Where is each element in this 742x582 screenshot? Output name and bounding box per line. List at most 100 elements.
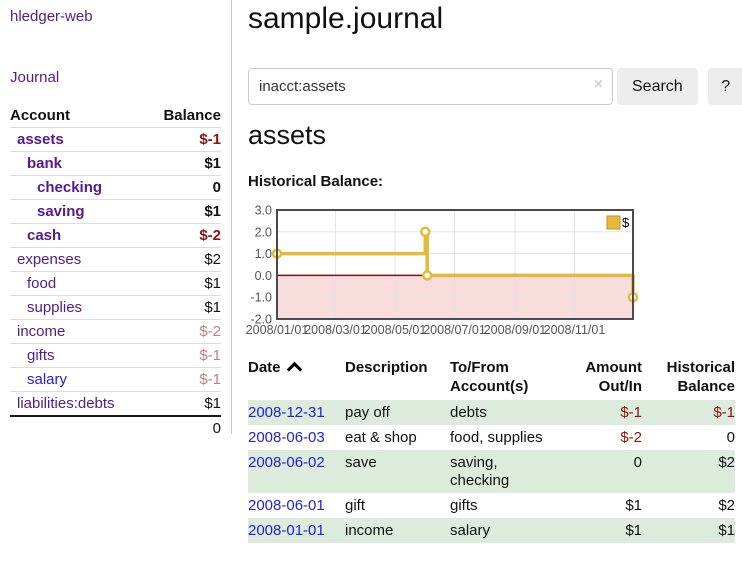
y-tick-label: 2.0 — [255, 225, 272, 239]
sidebar-account-link[interactable]: bank — [27, 155, 63, 172]
chart-svg: 3.0 2.0 1.0 0.0 -1.0 -2.02008/01/012008/03/01… — [246, 204, 639, 337]
accounts-total-row: 0 — [10, 415, 221, 440]
accounts-total-spacer — [10, 415, 147, 440]
transaction-description: pay off — [345, 404, 390, 421]
sidebar-account-link[interactable]: checking — [37, 179, 103, 196]
transaction-balance: $2 — [718, 454, 735, 471]
register-header-amount: Amount Out/In — [585, 359, 642, 395]
account-row: bank $1 — [10, 151, 221, 176]
sidebar-account-link[interactable]: liabilities:debts — [17, 395, 115, 412]
account-balance: $2 — [146, 247, 221, 272]
sidebar-account-link[interactable]: salary — [27, 371, 68, 388]
search-button[interactable]: Search — [617, 68, 698, 105]
help-button[interactable]: ? — [707, 68, 742, 105]
transaction-amount: $-1 — [620, 404, 642, 421]
account-row: supplies $1 — [10, 295, 221, 320]
chart-title: Historical Balance: — [248, 173, 384, 190]
register-header-accounts: To/From Account(s) — [450, 359, 529, 395]
account-row: expenses $2 — [10, 247, 221, 272]
account-heading: assets — [248, 120, 327, 150]
y-tick-label: -2.0 — [250, 313, 272, 327]
transaction-date-link[interactable]: 2008-12-31 — [248, 404, 325, 421]
historical-balance-chart[interactable]: 3.0 2.0 1.0 0.0 -1.0 -2.0 2008/01/01 2008/03/01… — [244, 197, 742, 349]
account-row: checking 0 — [10, 175, 221, 200]
sidebar-account-link[interactable]: assets — [17, 131, 64, 148]
account-row: salary $-1 — [10, 367, 221, 392]
transaction-accounts: gifts — [450, 497, 478, 514]
transaction-date-link[interactable]: 2008-06-02 — [248, 454, 325, 471]
search-input[interactable] — [248, 68, 613, 105]
sort-ascending-icon — [286, 361, 302, 378]
account-row: food $1 — [10, 271, 221, 296]
account-balance: 0 — [146, 175, 221, 200]
transaction-balance: $1 — [718, 522, 735, 539]
account-row: cash $-2 — [10, 223, 221, 248]
register-table: Date Description To/From Account(s) Amou… — [248, 356, 735, 543]
transaction-accounts: salary — [450, 522, 491, 539]
transaction-date-link[interactable]: 2008-01-01 — [248, 522, 325, 539]
register-row: 2008-06-01 gift gifts $1 $2 — [248, 493, 735, 518]
x-tick-label: 2008/07/01 — [423, 323, 486, 337]
transaction-date-link[interactable]: 2008-06-03 — [248, 425, 345, 450]
transaction-date-link[interactable]: 2008-01-01 — [248, 518, 345, 543]
accounts-header-account: Account — [10, 104, 147, 128]
sidebar-account-link[interactable]: supplies — [27, 299, 83, 316]
accounts-total-value: 0 — [146, 415, 221, 440]
transaction-accounts: saving, checking — [450, 454, 510, 489]
transaction-date-link[interactable]: 2008-06-01 — [248, 493, 345, 518]
sidebar-account-link[interactable]: expenses — [17, 251, 82, 268]
y-tick-label: -1.0 — [250, 291, 272, 305]
transaction-date-link[interactable]: 2008-06-02 — [248, 450, 345, 493]
x-tick-label: 2008/01/01 — [246, 323, 309, 337]
app-title-link[interactable]: hledger-web — [10, 8, 93, 25]
sidebar-account-link[interactable]: saving — [37, 203, 85, 220]
account-balance: $1 — [146, 151, 221, 176]
register-header-row: Date Description To/From Account(s) Amou… — [248, 356, 735, 400]
transaction-date-link[interactable]: 2008-06-03 — [248, 429, 325, 446]
x-tick-label: 2008/05/01 — [364, 323, 427, 337]
account-balance: $1 — [146, 271, 221, 296]
register-header-balance: Historical Balance — [666, 359, 735, 395]
account-balance: $1 — [146, 295, 221, 320]
account-balance: $-2 — [146, 319, 221, 344]
account-row: liabilities:debts $1 — [10, 391, 221, 417]
register-row: 2008-01-01 income salary $1 $1 — [248, 518, 735, 543]
transaction-amount: 0 — [633, 454, 642, 471]
data-point-marker — [421, 270, 433, 281]
transaction-date-link[interactable]: 2008-12-31 — [248, 400, 345, 425]
y-tick-label: 1.0 — [255, 247, 272, 261]
transaction-description: eat & shop — [345, 429, 417, 446]
y-tick-label: 3.0 — [255, 204, 272, 218]
account-row: saving $1 — [10, 199, 221, 224]
clear-search-icon[interactable]: × — [593, 76, 603, 93]
account-row: income $-2 — [10, 319, 221, 344]
transaction-balance: 0 — [726, 429, 735, 446]
account-balance: $1 — [146, 391, 221, 417]
y-tick-label: 0.0 — [255, 269, 272, 283]
transaction-accounts: debts — [450, 404, 487, 421]
transaction-description: gift — [345, 497, 366, 514]
sidebar-account-link[interactable]: cash — [27, 227, 62, 244]
sidebar-account-link[interactable]: income — [17, 323, 66, 340]
register-header-description: Description — [345, 359, 428, 376]
page-title: sample.journal — [248, 2, 444, 35]
sidebar-account-link[interactable]: food — [27, 275, 57, 292]
account-balance: $1 — [146, 199, 221, 224]
account-balance: $-1 — [146, 343, 221, 368]
register-row: 2008-06-03 eat & shop food, supplies $-2 0 — [248, 425, 735, 450]
plot-border — [276, 209, 634, 320]
transaction-balance: $-1 — [713, 404, 735, 421]
sidebar-account-link[interactable]: gifts — [27, 347, 55, 364]
account-row: gifts $-1 — [10, 343, 221, 368]
sidebar-item-journal[interactable]: Journal — [10, 69, 60, 86]
account-balance: $-2 — [146, 223, 221, 248]
account-balance: $-1 — [146, 367, 221, 392]
account-balance: $-1 — [146, 127, 221, 152]
transaction-accounts: food, supplies — [450, 429, 543, 446]
transaction-description: save — [345, 454, 377, 471]
transaction-date-link[interactable]: 2008-06-01 — [248, 497, 325, 514]
accounts-table: Account Balance assets $-1 bank $1 checking 0… — [10, 104, 221, 440]
date-header-label: Date — [248, 359, 281, 376]
register-header-date[interactable]: Date — [248, 356, 345, 400]
